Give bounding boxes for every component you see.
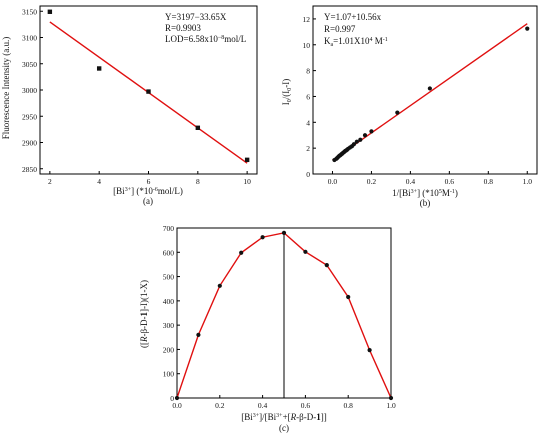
x-tick-label: 0.6 [445, 177, 455, 186]
x-tick-label: 0.8 [344, 401, 354, 410]
y-tick-label: 500 [163, 273, 175, 282]
y-tick-label: 2 [306, 144, 310, 153]
panel-b: 0 2 4 6 8 10 12 0.0 0.2 0.4 0.6 0.8 1.0 Y=1.07+10.5… [281, 5, 538, 208]
panel-a-r-value: R=0.9903 [165, 23, 201, 33]
data-point [354, 139, 359, 144]
panel-a: 2850 2900 2950 3000 3050 3100 3150 2 4 6 8 10 Y=31… [1, 5, 258, 206]
y-tick-label: 4 [306, 118, 310, 127]
panel-b-y-ticks: 0 2 4 6 8 10 12 [303, 15, 316, 179]
panel-a-y-axis-title: Fluorescence Intensity (a.u.) [1, 37, 11, 139]
data-point [303, 249, 308, 254]
y-tick-label: 2950 [22, 112, 37, 121]
panel-b-label: (b) [420, 198, 431, 208]
data-point [96, 66, 102, 71]
data-point [281, 230, 287, 235]
x-tick-label: 10 [243, 177, 251, 186]
panel-a-y-ticks: 2850 2900 2950 3000 3050 3100 3150 [22, 7, 43, 174]
x-tick-label: 0.2 [215, 401, 225, 410]
data-point [395, 110, 400, 115]
panel-b-plot-frame [312, 5, 538, 175]
panel-c-points [174, 230, 394, 401]
data-point [427, 86, 432, 91]
data-point [362, 133, 368, 138]
panel-c-label: (c) [279, 423, 289, 433]
panel-a-equation: Y=3197−33.65X [165, 12, 227, 22]
y-tick-label: 2850 [22, 165, 37, 174]
y-tick-label: 3150 [22, 7, 37, 16]
panel-b-points [332, 26, 530, 163]
panel-b-r-value: R=0.997 [324, 24, 356, 34]
data-point [388, 395, 394, 401]
x-tick-label: 0.0 [172, 401, 182, 410]
panel-c-y-axis-title: ([R-β-D-1]-I)(1-X) [139, 280, 149, 348]
y-tick-label: 3100 [22, 34, 37, 43]
panel-c: 0 100 200 300 400 500 600 700 0.0 0.2 0.4 0.6 0.8 1.… [139, 224, 396, 433]
x-tick-label: 8 [196, 177, 200, 186]
data-point [244, 157, 250, 163]
data-point [367, 348, 372, 353]
x-tick-label: 2 [48, 177, 52, 186]
data-point [358, 137, 363, 142]
x-tick-label: 0.4 [406, 177, 416, 186]
y-tick-label: 600 [163, 248, 175, 257]
y-tick-label: 400 [163, 297, 175, 306]
data-point [369, 129, 374, 134]
y-tick-label: 3050 [22, 60, 37, 69]
y-tick-label: 8 [306, 67, 310, 76]
data-point [195, 125, 201, 130]
x-tick-label: 4 [97, 177, 101, 186]
panel-b-x-ticks: 0.0 0.2 0.4 0.6 0.8 1.0 [328, 171, 532, 186]
y-tick-label: 6 [306, 92, 310, 101]
y-tick-label: 10 [303, 41, 311, 50]
data-point [324, 263, 329, 268]
x-tick-label: 0.4 [258, 401, 268, 410]
y-tick-label: 100 [163, 370, 175, 379]
y-tick-label: 700 [163, 224, 175, 233]
panel-b-x-axis-title: 1/[Bi3+] (*105M-1) [392, 188, 458, 198]
data-point [239, 250, 244, 255]
data-point [174, 395, 180, 401]
panel-a-x-axis-title: [Bi3+] (*10-6mol/L) [113, 186, 183, 196]
panel-c-y-ticks: 0 100 200 300 400 500 600 700 [163, 224, 180, 403]
x-tick-label: 0.0 [328, 177, 338, 186]
y-tick-label: 300 [163, 321, 175, 330]
x-tick-label: 1.0 [386, 401, 396, 410]
x-tick-label: 6 [147, 177, 151, 186]
panel-a-lod: LOD=6.58x10−8mol/L [165, 34, 246, 44]
panel-a-x-ticks: 2 4 6 8 10 [48, 171, 251, 186]
y-tick-label: 0 [170, 394, 174, 403]
y-tick-label: 0 [306, 170, 310, 179]
panel-a-label: (a) [143, 196, 153, 206]
data-point [217, 283, 222, 288]
y-tick-label: 12 [303, 15, 311, 24]
x-tick-label: 0.6 [301, 401, 311, 410]
x-tick-label: 0.8 [484, 177, 494, 186]
data-point [196, 332, 201, 337]
panel-b-fit-line [332, 23, 528, 161]
x-tick-label: 1.0 [523, 177, 533, 186]
data-point [525, 26, 530, 31]
panel-b-y-axis-title: I0/(I0-I) [281, 79, 293, 106]
y-tick-label: 2900 [22, 139, 37, 148]
panel-c-x-axis-title: [Bi3+]/[Bi3++[R-β-D-1]] [241, 412, 326, 422]
data-point [47, 9, 53, 14]
data-point [351, 142, 357, 147]
y-tick-label: 200 [163, 345, 175, 354]
data-point [260, 235, 265, 240]
data-point [346, 294, 351, 300]
panel-b-equation: Y=1.07+10.56x [324, 12, 382, 22]
data-point [146, 89, 151, 94]
y-tick-label: 3000 [22, 86, 37, 95]
panel-a-points [47, 9, 250, 163]
x-tick-label: 0.2 [367, 177, 377, 186]
panel-b-ka: Ka=1.01X104 M-1 [324, 36, 388, 48]
